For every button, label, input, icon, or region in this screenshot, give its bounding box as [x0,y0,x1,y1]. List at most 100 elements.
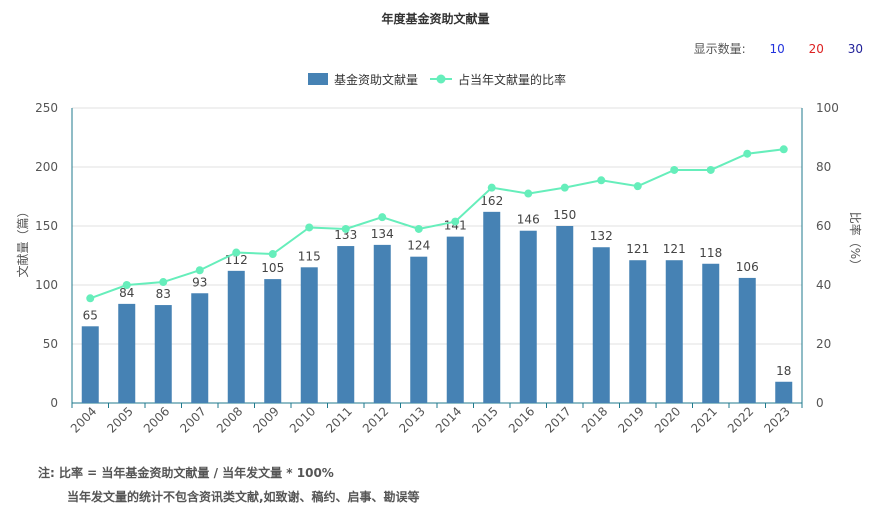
note-exclusion: 当年发文量的统计不包含资讯类文献,如致谢、稿约、启事、勘误等 [67,490,420,504]
ratio-point-2015 [487,183,496,192]
display-count-10-option[interactable]: 10 [769,42,785,56]
bar-value-label: 134 [371,227,394,241]
bar-2010 [300,267,318,403]
x-tick-label: 2019 [615,404,646,435]
y2-tick-label: 0 [816,396,824,410]
bar-value-label: 162 [480,194,503,208]
bar-value-label: 115 [298,249,321,263]
x-tick-label: 2022 [725,404,756,435]
bar-value-label: 146 [517,213,540,227]
bar-2016 [519,230,537,403]
x-tick-label: 2011 [323,404,354,435]
x-tick-label: 2005 [104,404,135,435]
bar-value-label: 132 [590,229,613,243]
combo-chart-svg: 基金资助文献量 占当年文献量的比率 0 50 100 150 200 250 0 20 40 60 80… [15,72,863,436]
bar-value-label: 121 [626,242,649,256]
x-tick-label: 2023 [761,404,792,435]
display-count-30-option[interactable]: 30 [847,42,863,56]
x-tick-label: 2007 [177,404,208,435]
bar-value-label: 121 [663,242,686,256]
ratio-point-2012 [378,213,387,222]
bar-2006 [154,305,172,403]
y-tick-label: 250 [35,101,58,115]
bar-2015 [483,211,501,403]
ratio-point-2014 [451,217,460,226]
bar-value-label: 83 [156,287,171,301]
ratio-point-2017 [560,183,569,192]
bar-2012 [373,244,391,403]
y2-tick-label: 100 [816,101,839,115]
bar-2007 [191,293,209,403]
legend-bar-swatch [308,73,328,85]
bar-2009 [264,279,282,403]
bar-2008 [227,270,245,403]
bar-2005 [118,303,136,403]
ratio-point-2020 [670,165,679,174]
bar-2014 [446,236,464,403]
ratio-point-2008 [232,248,241,257]
chart-area: 基金资助文献量 占当年文献量的比率 0 50 100 150 200 250 0 20 40 60 80… [0,60,871,450]
x-tick-label: 2013 [396,404,427,435]
ratio-point-2011 [341,224,350,233]
y-tick-label: 150 [35,219,58,233]
x-tick-label: 2004 [68,404,99,435]
bar-2021 [702,263,720,403]
bar-2004 [81,326,99,403]
x-tick-label: 2017 [542,404,573,435]
x-tick-label: 2016 [506,404,537,435]
bar-2011 [337,246,355,403]
x-tick-label: 2015 [469,404,500,435]
x-tick-label: 2009 [250,404,281,435]
ratio-point-2009 [268,250,277,259]
bar-2019 [629,260,647,403]
x-tick-label: 2020 [652,404,683,435]
y2-tick-label: 80 [816,160,831,174]
legend-line-marker [436,74,446,84]
y-axis-title: 文献量（篇） [15,205,30,277]
ratio-line [89,148,784,300]
legend-bar-label: 基金资助文献量 [334,72,418,87]
legend-line-label: 占当年文献量的比率 [458,72,566,87]
y2-tick-label: 20 [816,337,831,351]
chart-title: 年度基金资助文献量 [381,12,490,26]
ratio-point-2007 [195,266,204,275]
ratio-point-2010 [305,223,314,232]
y-tick-label: 50 [43,337,58,351]
bar-value-label: 105 [261,261,284,275]
bar-2023 [775,381,793,403]
ratio-point-2013 [414,224,423,233]
y-tick-label: 100 [35,278,58,292]
bar-value-label: 65 [83,308,98,322]
x-tick-label: 2006 [141,404,172,435]
bar-value-label: 18 [776,364,791,378]
y-tick-label: 200 [35,160,58,174]
display-count-selector: 显示数量: 10 20 30 [694,40,863,57]
y2-tick-label: 40 [816,278,831,292]
x-tick-label: 2012 [360,404,391,435]
x-tick-label: 2010 [287,404,318,435]
bar-value-label: 106 [736,260,759,274]
ratio-point-2022 [743,149,752,158]
bar-value-label: 124 [407,239,430,253]
bar-value-label: 150 [553,208,576,222]
bar-value-label: 118 [699,246,722,260]
bar-value-label: 84 [119,286,134,300]
bar-2018 [592,247,610,403]
bar-2017 [556,226,574,403]
ratio-point-2019 [633,182,642,191]
bar-2013 [410,256,428,403]
ratio-point-2006 [159,278,168,287]
ratio-point-2021 [706,165,715,174]
x-tick-label: 2008 [214,404,245,435]
display-count-label: 显示数量: [693,42,746,56]
note-ratio-formula: 注: 比率 = 当年基金资助文献量 / 当年发文量 * 100% [38,466,334,480]
ratio-point-2023 [779,145,788,154]
y2-tick-label: 60 [816,219,831,233]
x-tick-label: 2014 [433,404,464,435]
x-tick-label: 2021 [688,404,719,435]
display-count-20-option[interactable]: 20 [808,42,824,56]
bar-value-label: 133 [334,228,357,242]
bar-2022 [738,277,756,403]
y-tick-label: 0 [50,396,58,410]
y2-axis-title: 比率（%） [848,212,863,271]
